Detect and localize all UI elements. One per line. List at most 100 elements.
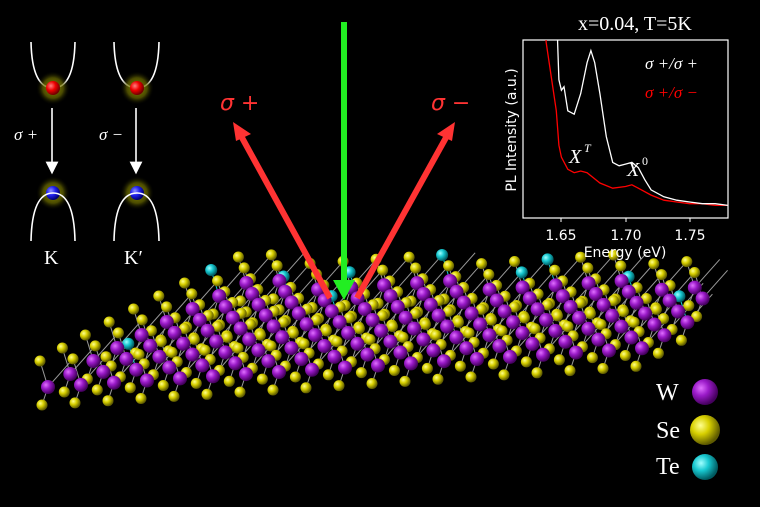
se-atom-icon (403, 251, 415, 263)
w-atom-icon (192, 312, 207, 327)
w-atom-icon (449, 284, 464, 299)
se-atom-icon (475, 303, 487, 315)
w-atom-icon (657, 328, 672, 343)
se-atom-icon (322, 369, 334, 381)
se-atom-icon (310, 314, 322, 326)
w-atom-icon (185, 347, 200, 362)
se-atom-icon (683, 300, 695, 312)
se-atom-icon (91, 384, 103, 396)
w-atom-icon (377, 278, 392, 293)
se-atom-icon (443, 260, 455, 272)
w-atom-icon (464, 306, 479, 321)
w-atom-icon (176, 336, 191, 351)
w-atom-icon (647, 317, 662, 332)
w-atom-icon (440, 319, 455, 334)
w-atom-icon (107, 375, 121, 390)
w-atom-icon (272, 365, 286, 379)
emission-beam-sigma-minus (354, 132, 451, 300)
w-atom-icon (680, 315, 695, 330)
y-axis-label: PL Intensity (a.u.) (504, 68, 520, 191)
w-atom-icon (581, 276, 596, 291)
svg-text:X: X (568, 146, 582, 168)
se-atom-icon (483, 269, 495, 280)
w-atom-icon (522, 291, 537, 306)
se-atom-icon (366, 378, 378, 389)
w-atom-icon (173, 371, 187, 386)
se-atom-icon (508, 301, 520, 313)
se-atom-icon (432, 373, 444, 385)
w-atom-icon (621, 284, 636, 299)
w-atom-icon (251, 297, 266, 312)
w-atom-icon (209, 334, 224, 349)
w-atom-icon (86, 354, 101, 368)
se-atom-icon (584, 308, 596, 320)
se-atom-icon (343, 312, 355, 324)
w-atom-icon (239, 276, 254, 290)
se-atom-icon (265, 340, 277, 352)
se-atom-icon (619, 350, 631, 361)
w-atom-icon (416, 332, 431, 347)
valley-k: σ + K (14, 41, 76, 269)
se-atom-icon (145, 325, 157, 337)
se-atom-icon (190, 377, 202, 389)
w-atom-icon (536, 347, 550, 362)
se-atom-icon (386, 321, 398, 332)
w-atom-icon (431, 308, 446, 323)
se-atom-icon (355, 367, 367, 379)
se-atom-icon (128, 303, 140, 315)
se-atom-icon (442, 305, 454, 317)
w-atom-icon (341, 326, 356, 340)
w-atom-icon (548, 278, 563, 293)
w-atom-icon (159, 315, 174, 329)
se-atom-icon (388, 365, 400, 376)
w-atom-icon (423, 297, 438, 312)
w-atom-icon (635, 341, 649, 356)
valley-k-label: K (44, 247, 59, 269)
se-atom-icon (36, 399, 48, 411)
se-atom-icon (69, 397, 81, 409)
se-atom-icon (564, 365, 576, 377)
w-atom-icon (614, 319, 629, 334)
se-atom-icon (650, 303, 662, 315)
w-atom-icon (233, 321, 248, 336)
w-atom-icon (492, 339, 507, 353)
se-atom-icon (100, 351, 112, 363)
se-atom-icon (364, 334, 376, 345)
se-atom-icon (58, 386, 70, 398)
w-atom-icon (251, 343, 266, 358)
w-atom-icon (497, 304, 512, 319)
w-atom-icon (426, 343, 441, 358)
series-sigma-plus-sigma-plus (556, 40, 729, 207)
exciton-annotation: X 0 (626, 154, 648, 181)
se-atom-icon (465, 371, 477, 383)
wse2-te-lattice (34, 249, 728, 411)
se-atom-icon (79, 329, 91, 341)
w-atom-icon (360, 347, 375, 362)
w-atom-icon (239, 367, 253, 382)
w-atom-icon (245, 286, 260, 301)
se-atom-icon (454, 360, 466, 372)
w-atom-icon (614, 274, 629, 288)
w-atom-icon (473, 317, 488, 332)
w-atom-icon (327, 349, 342, 364)
valley-diagram: σ + K σ − K′ (14, 41, 160, 269)
emission-arrowhead-icon (437, 122, 455, 141)
se-atom-icon (608, 249, 620, 261)
w-atom-icon (596, 297, 611, 312)
legend-w-label: W (656, 380, 679, 406)
se-atom-icon (166, 346, 178, 358)
w-atom-icon (602, 343, 616, 358)
se-atom-icon (691, 311, 703, 322)
se-atom-icon (586, 352, 598, 364)
se-atom-icon (452, 316, 464, 328)
sigma-minus-label: σ − (99, 125, 123, 144)
w-atom-icon (284, 295, 299, 310)
se-atom-icon (498, 369, 510, 381)
w-atom-icon (225, 310, 240, 325)
se-atom-icon (333, 380, 345, 392)
se-atom-icon (409, 308, 421, 319)
electron-icon (46, 81, 60, 95)
w-atom-icon (629, 295, 644, 310)
se-atom-icon (648, 258, 660, 270)
w-atom-icon (278, 284, 293, 299)
